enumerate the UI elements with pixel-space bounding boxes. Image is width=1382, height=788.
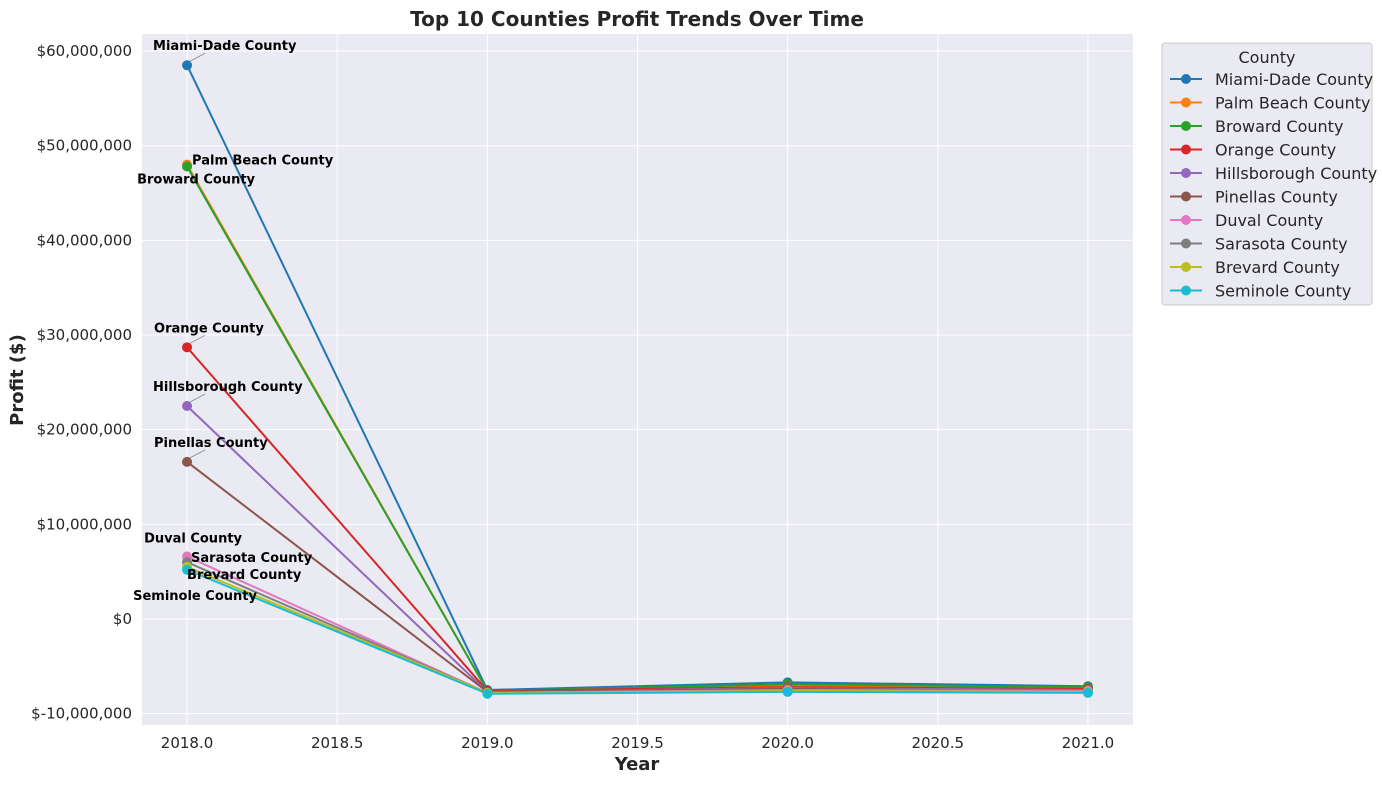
legend-item-brevard-county: Brevard County [1215, 258, 1340, 277]
x-tick-label: 2019.5 [611, 734, 664, 752]
y-tick-label: $30,000,000 [37, 326, 132, 344]
annotation-leader [189, 449, 206, 459]
legend-item-sarasota-county: Sarasota County [1215, 235, 1348, 254]
data-point-pinellas-county [182, 456, 193, 467]
legend-item-orange-county: Orange County [1215, 141, 1336, 160]
chart-title: Top 10 Counties Profit Trends Over Time [410, 7, 864, 31]
annotation-orange-county: Orange County [154, 321, 264, 336]
y-tick-label: $20,000,000 [37, 421, 132, 439]
series-line-broward-county [186, 166, 1088, 692]
annotation-seminole-county: Seminole County [133, 589, 257, 604]
annotation-leader [189, 334, 206, 344]
legend-item-seminole-county: Seminole County [1215, 282, 1351, 301]
legend-item-miami-dade-county: Miami-Dade County [1215, 70, 1373, 89]
x-tick-label: 2019.0 [461, 734, 514, 752]
x-tick-label: 2020.0 [761, 734, 814, 752]
legend-swatch-marker [1181, 121, 1191, 131]
x-tick-label: 2021.0 [1062, 734, 1115, 752]
y-tick-label: $60,000,000 [37, 42, 132, 60]
y-tick-label: $10,000,000 [37, 515, 132, 533]
legend-swatch-marker [1181, 74, 1191, 84]
x-tick-label: 2020.5 [912, 734, 965, 752]
legend-item-duval-county: Duval County [1215, 211, 1323, 230]
legend-swatch-marker [1181, 191, 1191, 202]
x-tick-label: 2018.5 [311, 734, 364, 752]
legend-box [1161, 42, 1373, 306]
data-point-seminole-county [182, 564, 193, 575]
legend-item-pinellas-county: Pinellas County [1215, 188, 1338, 207]
legend-item-palm-beach-county: Palm Beach County [1215, 94, 1370, 113]
annotation-hillsborough-county: Hillsborough County [153, 380, 303, 395]
legend-swatch-marker [1181, 238, 1191, 249]
legend-swatch-marker [1181, 144, 1191, 155]
y-tick-label: $-10,000,000 [31, 705, 132, 723]
legend-swatch-marker [1181, 97, 1191, 108]
x-axis-title: Year [614, 754, 660, 775]
legend-item-hillsborough-county: Hillsborough County [1215, 164, 1377, 183]
data-point-seminole-county [1082, 687, 1093, 698]
data-point-miami-dade-county [182, 60, 193, 71]
annotation-broward-county: Broward County [137, 173, 255, 188]
y-tick-label: $40,000,000 [37, 231, 132, 249]
annotation-sarasota-county: Sarasota County [191, 551, 313, 566]
point-annotations: Miami-Dade County Palm Beach County Browar… [133, 39, 334, 604]
annotation-pinellas-county: Pinellas County [154, 436, 268, 451]
series-line-miami-dade-county [186, 64, 1088, 691]
x-tick-label: 2018.0 [161, 734, 214, 752]
series-lines [182, 60, 1093, 699]
data-point-seminole-county [782, 686, 793, 697]
data-point-broward-county [182, 161, 193, 172]
y-tick-label: $0 [113, 610, 132, 628]
y-axis-ticks: $-10,000,000 $0 $10,000,000 $20,000,000 $30,… [31, 42, 132, 723]
annotation-leader [189, 52, 206, 62]
series-line-seminole-county [186, 568, 1088, 695]
legend-swatch-marker [1181, 168, 1191, 178]
legend-title: County [1239, 48, 1296, 67]
legend: County Miami-Dade County Palm Beach Count… [1161, 42, 1377, 306]
data-point-hillsborough-county [182, 401, 193, 412]
annotation-palm-beach-county: Palm Beach County [192, 154, 334, 169]
x-axis-ticks: 2018.0 2018.5 2019.0 2019.5 2020.0 2020.5 2021… [161, 734, 1114, 752]
data-point-seminole-county [482, 688, 493, 699]
data-point-orange-county [182, 342, 193, 353]
y-axis-title: Profit ($) [7, 334, 28, 426]
annotation-duval-county: Duval County [144, 532, 242, 547]
legend-swatch-marker [1181, 262, 1191, 272]
annotation-leader [189, 393, 206, 403]
annotation-miami-dade-county: Miami-Dade County [153, 39, 297, 54]
y-tick-label: $50,000,000 [37, 137, 132, 155]
annotation-brevard-county: Brevard County [187, 568, 302, 583]
legend-swatch-marker [1181, 215, 1191, 225]
legend-swatch-marker [1181, 285, 1191, 296]
legend-item-broward-county: Broward County [1215, 117, 1343, 136]
